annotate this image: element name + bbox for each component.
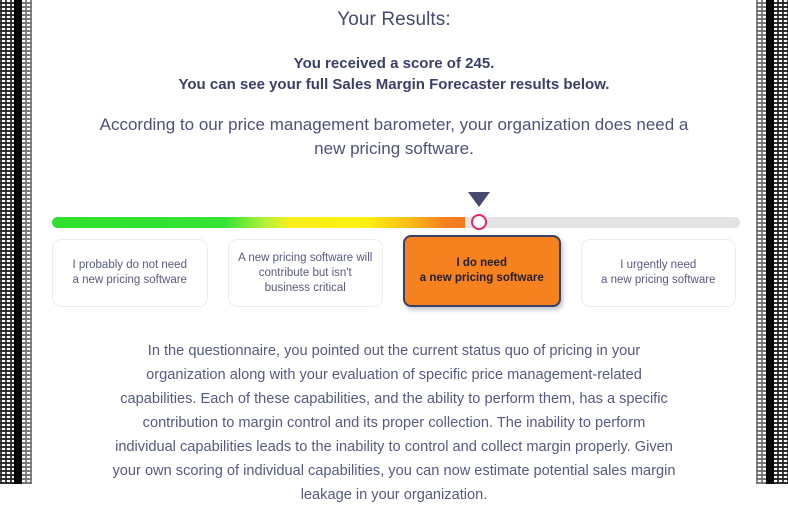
left-edge-dither-outer — [0, 0, 16, 484]
right-edge-dark-band — [766, 0, 774, 484]
option-card-label: I do need a new pricing software — [420, 256, 544, 286]
right-edge-dither-outer — [772, 0, 788, 484]
option-label-line-3: business critical — [264, 281, 346, 294]
option-label-line-1: I probably do not need — [72, 259, 187, 271]
explainer-paragraph: In the questionnaire, you pointed out th… — [112, 343, 676, 503]
option-label-line-2: a new pricing software — [72, 274, 187, 286]
results-page: Your Results: You received a score of 24… — [34, 0, 754, 503]
option-card-label: A new pricing software will contribute b… — [238, 251, 372, 296]
page-title: Your Results: — [337, 9, 451, 30]
barometer-verdict-text: According to our price management barome… — [99, 115, 689, 158]
option-card-label: I urgently need a new pricing software — [601, 258, 715, 288]
meter-knob-handle[interactable] — [470, 214, 487, 230]
option-label-line-2: a new pricing software — [601, 274, 716, 286]
meter-gradient-fill — [52, 217, 465, 228]
barometer-meter — [34, 187, 754, 233]
score-value-line: You received a score of 245. — [293, 55, 495, 72]
score-forecaster-line: You can see your full Sales Margin Forec… — [178, 76, 610, 93]
option-label-line-2: contribute but isn't — [258, 266, 352, 279]
option-card-do-need-selected[interactable]: I do need a new pricing software — [403, 235, 561, 307]
option-card-probably-do-not-need[interactable]: I probably do not need a new pricing sof… — [52, 239, 208, 307]
left-edge-noise-band — [0, 0, 34, 484]
right-edge-noise-band — [754, 0, 788, 484]
score-summary: You received a score of 245. You can see… — [34, 53, 754, 95]
option-card-label: I probably do not need a new pricing sof… — [73, 258, 187, 288]
left-edge-dark-band — [14, 0, 22, 484]
option-card-contribute-not-critical[interactable]: A new pricing software will contribute b… — [227, 239, 383, 307]
option-label-line-1: A new pricing software will — [238, 251, 373, 264]
option-card-list: I probably do not need a new pricing sof… — [34, 235, 754, 307]
option-label-line-1: I urgently need — [620, 259, 697, 271]
option-label-line-1: I do need — [456, 257, 507, 269]
option-card-urgently-need[interactable]: I urgently need a new pricing software — [580, 239, 736, 307]
meter-pointer-triangle-icon — [467, 192, 490, 207]
meter-track[interactable] — [52, 217, 740, 228]
option-label-line-2: a new pricing software — [419, 272, 544, 284]
left-edge-dither-inner — [20, 0, 32, 484]
right-edge-dither-inner — [756, 0, 768, 484]
